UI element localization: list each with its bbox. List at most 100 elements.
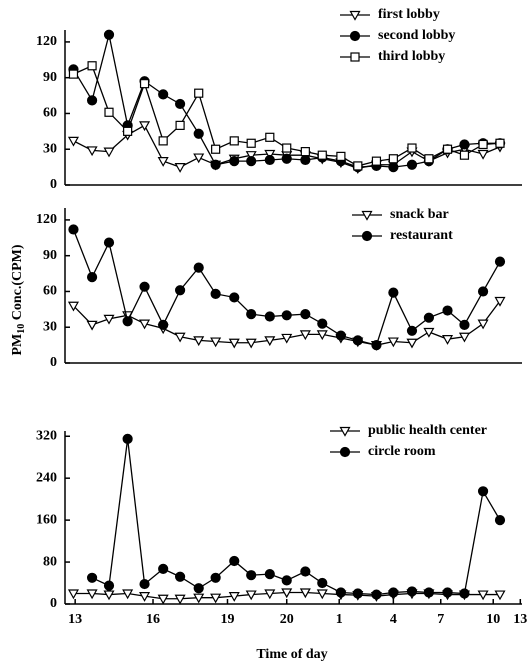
marker [264, 149, 276, 160]
marker [86, 146, 98, 157]
legend-label: third lobby [378, 49, 445, 64]
marker [316, 589, 328, 600]
marker [339, 426, 351, 437]
marker [229, 292, 240, 303]
marker [193, 262, 204, 273]
marker [229, 156, 240, 167]
y-tick-label: 320 [36, 428, 57, 443]
marker [246, 570, 257, 581]
marker [265, 132, 275, 142]
marker [210, 572, 221, 583]
marker [361, 210, 373, 221]
marker [139, 79, 150, 89]
marker [264, 154, 275, 166]
marker [104, 107, 114, 117]
marker [67, 136, 79, 147]
marker [245, 338, 257, 349]
marker [477, 590, 489, 601]
marker [68, 69, 79, 79]
marker [157, 157, 169, 167]
marker [494, 515, 506, 526]
marker [339, 446, 351, 458]
y-label-sub: 10 [16, 324, 27, 334]
marker [387, 337, 399, 348]
marker [123, 126, 133, 136]
marker [210, 288, 221, 299]
legend-label: restaurant [390, 228, 453, 243]
marker [122, 316, 133, 327]
marker [299, 588, 311, 599]
y-tick-label: 0 [50, 596, 57, 611]
x-tick-label: 16 [146, 612, 160, 627]
marker [300, 147, 310, 157]
x-tick-label: 4 [390, 612, 397, 627]
marker [87, 61, 97, 71]
marker [86, 589, 98, 600]
marker [424, 154, 434, 164]
marker [317, 150, 327, 160]
x-tick-label: 13 [513, 612, 527, 627]
marker [494, 256, 506, 267]
marker [228, 592, 240, 602]
marker [423, 587, 435, 598]
marker [246, 138, 256, 148]
marker [495, 138, 505, 148]
marker [67, 589, 79, 600]
marker [245, 590, 257, 601]
series [68, 224, 506, 351]
marker [264, 336, 276, 347]
marker [352, 335, 363, 346]
marker [264, 589, 276, 600]
marker [68, 224, 79, 235]
marker [477, 486, 489, 497]
marker [459, 319, 470, 330]
x-tick-label: 19 [220, 612, 234, 627]
marker [158, 563, 169, 574]
marker [477, 319, 489, 330]
y-tick-label: 80 [43, 554, 57, 569]
legend-label: public health center [368, 423, 487, 438]
marker [371, 340, 382, 351]
marker [336, 151, 346, 161]
marker [494, 590, 506, 601]
marker [193, 153, 205, 164]
marker [335, 330, 346, 341]
marker [442, 335, 454, 345]
marker [281, 153, 292, 164]
series [68, 61, 505, 171]
y-tick-label: 0 [50, 177, 57, 192]
y-tick-label: 30 [43, 319, 57, 334]
marker [282, 143, 292, 153]
marker [174, 332, 186, 343]
marker [494, 296, 506, 307]
marker [210, 593, 222, 604]
y-tick-label: 240 [36, 470, 57, 485]
marker [353, 161, 363, 171]
marker [175, 120, 185, 130]
y-label-rest: Conc.(CPM) [10, 244, 25, 324]
x-axis-label: Time of day [256, 647, 327, 662]
marker [211, 144, 221, 154]
marker [264, 569, 275, 580]
y-tick-label: 0 [50, 355, 57, 370]
marker [459, 139, 470, 150]
x-tick-label: 20 [280, 612, 294, 627]
marker [210, 159, 221, 170]
y-tick-label: 120 [36, 34, 57, 49]
marker [316, 330, 328, 341]
legend-label: first lobby [378, 7, 440, 22]
marker [174, 594, 186, 605]
marker [86, 320, 98, 331]
marker [67, 301, 79, 312]
marker [406, 325, 418, 336]
marker [157, 594, 169, 605]
y-tick-label: 90 [43, 248, 57, 263]
marker [210, 337, 222, 348]
marker [388, 587, 399, 598]
marker [388, 154, 398, 164]
marker [139, 121, 151, 132]
marker [299, 330, 311, 341]
marker [352, 588, 363, 599]
marker [442, 144, 453, 154]
marker [423, 312, 435, 323]
